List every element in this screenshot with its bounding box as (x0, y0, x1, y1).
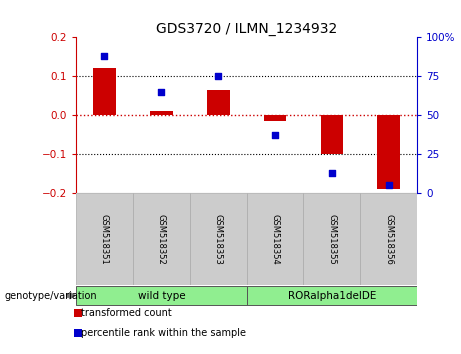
Point (158, 89, 165, 95)
FancyBboxPatch shape (133, 193, 190, 285)
FancyBboxPatch shape (76, 193, 133, 285)
Point (101, 53, 108, 59)
Text: RORalpha1delDE: RORalpha1delDE (288, 291, 376, 301)
FancyBboxPatch shape (247, 193, 303, 285)
Text: GSM518354: GSM518354 (271, 213, 279, 264)
Text: GSM518351: GSM518351 (100, 213, 109, 264)
Text: genotype/variation: genotype/variation (5, 291, 97, 301)
Point (385, 182, 392, 188)
Bar (207, 90, 230, 115)
Text: GSM518353: GSM518353 (214, 213, 223, 264)
Bar (264, 115, 286, 121)
Point (328, 170, 336, 176)
FancyBboxPatch shape (247, 286, 417, 305)
Bar (150, 111, 173, 115)
Point (272, 132, 279, 138)
FancyBboxPatch shape (76, 286, 247, 305)
FancyBboxPatch shape (190, 193, 247, 285)
Text: GSM518355: GSM518355 (327, 213, 337, 264)
Bar (320, 115, 343, 154)
Title: GDS3720 / ILMN_1234932: GDS3720 / ILMN_1234932 (156, 22, 337, 36)
Bar (378, 115, 400, 189)
Text: transformed count: transformed count (81, 308, 171, 318)
FancyBboxPatch shape (361, 193, 417, 285)
Text: GSM518352: GSM518352 (157, 213, 166, 264)
Text: percentile rank within the sample: percentile rank within the sample (81, 328, 246, 338)
Text: GSM518356: GSM518356 (384, 213, 393, 264)
Bar (93, 68, 116, 115)
FancyBboxPatch shape (303, 193, 361, 285)
Text: wild type: wild type (137, 291, 185, 301)
Point (214, 73, 222, 79)
